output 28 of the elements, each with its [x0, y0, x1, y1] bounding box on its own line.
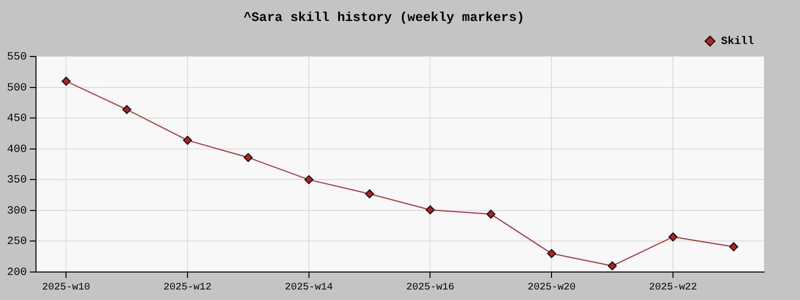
y-tick-label: 400: [6, 144, 27, 156]
x-tick-label: 2025-w10: [42, 282, 90, 294]
point: [365, 189, 374, 198]
point: [547, 249, 556, 258]
x-tick-label: 2025-w12: [164, 282, 212, 294]
point: [122, 105, 132, 114]
point: [426, 205, 435, 214]
point: [304, 175, 314, 184]
point: [729, 242, 738, 252]
x-tick-label: 2025-w22: [648, 282, 697, 294]
point: [183, 136, 192, 145]
legend-label: Skill: [720, 36, 754, 48]
y-tick-label: 500: [6, 82, 27, 94]
x-tick-label: 2025-w16: [406, 282, 454, 294]
chart-title: ^Sara skill history (weekly markers): [244, 10, 524, 26]
y-tick-label: 350: [6, 174, 27, 187]
y-tick-label: 450: [6, 113, 27, 126]
y-tick-label: 300: [6, 205, 27, 218]
point: [486, 210, 496, 219]
y-tick-label: 200: [6, 266, 27, 279]
point: [62, 76, 71, 86]
x-tick-label: 2025-w14: [284, 282, 333, 294]
point: [244, 153, 253, 162]
y-tick-label: 250: [6, 236, 27, 248]
point: [608, 261, 617, 270]
x-tick-label: 2025-w20: [528, 282, 576, 294]
point: [668, 232, 678, 242]
y-tick-label: 550: [6, 52, 27, 64]
